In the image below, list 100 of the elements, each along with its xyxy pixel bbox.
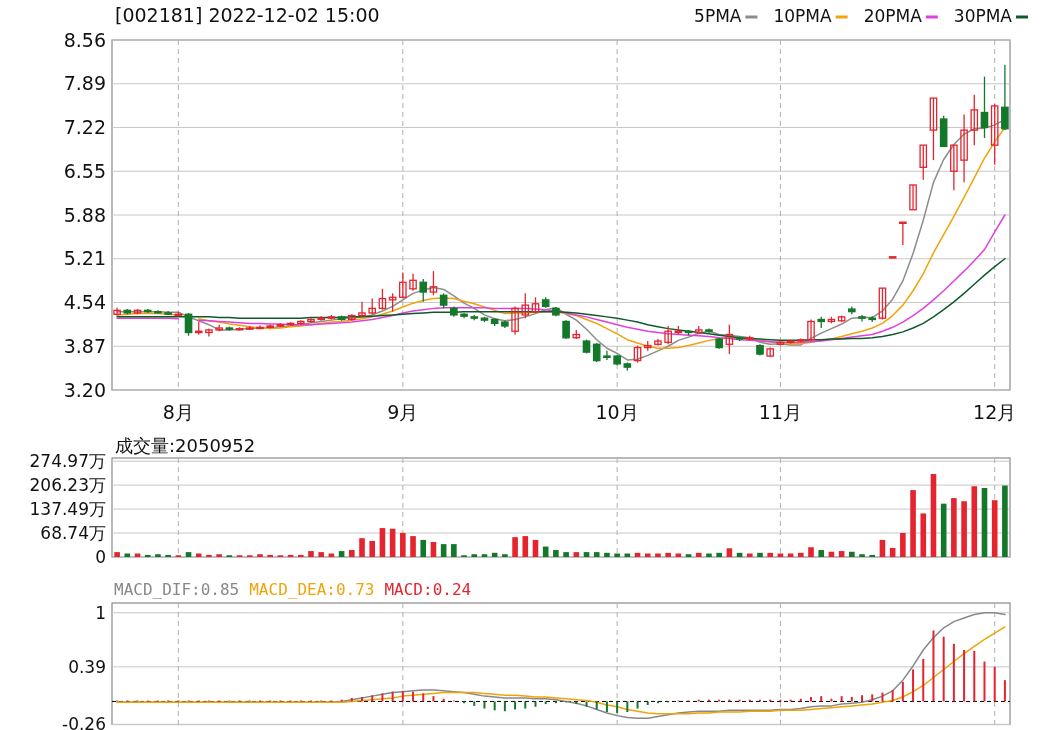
candlestick [664, 325, 672, 345]
bar [912, 669, 915, 702]
y-tick-label: 68.74万 [40, 522, 106, 543]
bar [798, 552, 804, 557]
bar [871, 694, 874, 702]
bar [400, 532, 406, 557]
candlestick [929, 97, 938, 161]
bar [493, 701, 496, 711]
bar [483, 701, 486, 709]
bar [471, 554, 478, 557]
bar [553, 550, 559, 557]
x-tick-label: 10月 [595, 401, 639, 423]
bar [616, 701, 619, 713]
bar [297, 554, 304, 557]
bar [503, 701, 506, 712]
bar [993, 666, 996, 702]
bar [726, 548, 733, 557]
bar [583, 552, 590, 557]
bar [575, 701, 578, 705]
candlestick [899, 221, 907, 246]
y-tick-label: 5.88 [63, 203, 106, 226]
y-tick-label: 206.23万 [29, 475, 106, 496]
bar [655, 553, 661, 557]
y-tick-label: 6.55 [63, 159, 106, 182]
text: MACD_DEA:0.73 [249, 580, 375, 599]
bar [422, 693, 425, 702]
y-tick-label: 8.56 [63, 28, 106, 51]
bar [563, 552, 569, 557]
bar [371, 695, 374, 702]
bar [706, 553, 712, 557]
bar [401, 690, 404, 702]
bar [840, 696, 843, 702]
bar [757, 552, 763, 557]
candlestick [358, 301, 366, 318]
bar [604, 552, 610, 557]
y-tick-label: 7.89 [63, 72, 106, 95]
candlestick [409, 273, 417, 292]
bar [838, 551, 845, 557]
text: MACD_DIF:0.85 [114, 580, 240, 599]
bar [1002, 485, 1008, 557]
candlestick [511, 305, 519, 336]
bar [114, 552, 120, 557]
bar [942, 636, 945, 702]
bar [922, 658, 925, 702]
bar [695, 552, 702, 557]
bar [900, 532, 906, 557]
candlestick [970, 94, 979, 146]
y-tick-label: 3.20 [63, 378, 106, 401]
candlestick [980, 75, 989, 139]
bar [481, 554, 488, 557]
candlestick [807, 318, 815, 342]
bar [983, 661, 986, 702]
bar [534, 701, 537, 707]
bar [267, 554, 273, 557]
bar [716, 552, 722, 557]
candlestick [909, 184, 917, 211]
bar [412, 691, 415, 702]
bar [155, 554, 161, 557]
bar [144, 554, 151, 557]
bar [593, 552, 600, 557]
bar [952, 643, 955, 702]
bar [585, 701, 588, 707]
y-tick-label: 1 [95, 602, 106, 623]
candlestick [950, 144, 958, 191]
candlestick [429, 270, 438, 296]
bar [512, 537, 518, 557]
bar [910, 490, 916, 557]
bar [473, 701, 476, 706]
legend-label: 20PMA [863, 6, 923, 26]
bar [410, 536, 416, 557]
x-tick-label: 12月 [973, 401, 1017, 423]
bar [440, 544, 447, 557]
candlestick [419, 278, 428, 303]
bar [432, 696, 435, 702]
candlestick [960, 113, 968, 183]
bar [685, 554, 692, 557]
bar [185, 552, 192, 557]
candlestick [113, 307, 121, 317]
bar [308, 551, 314, 557]
bar [522, 536, 529, 557]
bar [195, 553, 202, 557]
bar [524, 701, 527, 709]
bar [349, 550, 355, 557]
bar [849, 551, 855, 557]
candlestick [154, 309, 162, 315]
bar [514, 701, 517, 710]
bar [165, 554, 171, 557]
y-tick-label: 4.54 [63, 291, 106, 314]
bar [420, 539, 427, 557]
legend-label: 30PMA [953, 6, 1013, 26]
bar [646, 701, 649, 705]
bar [381, 693, 384, 702]
y-tick-label: 137.49万 [29, 499, 106, 520]
bar [626, 701, 629, 713]
bar [961, 501, 967, 557]
candlestick [1001, 64, 1009, 131]
x-tick-label: 9月 [387, 401, 419, 423]
bar [359, 538, 365, 557]
bar [891, 689, 894, 702]
y-tick-label: 7.22 [63, 116, 106, 139]
